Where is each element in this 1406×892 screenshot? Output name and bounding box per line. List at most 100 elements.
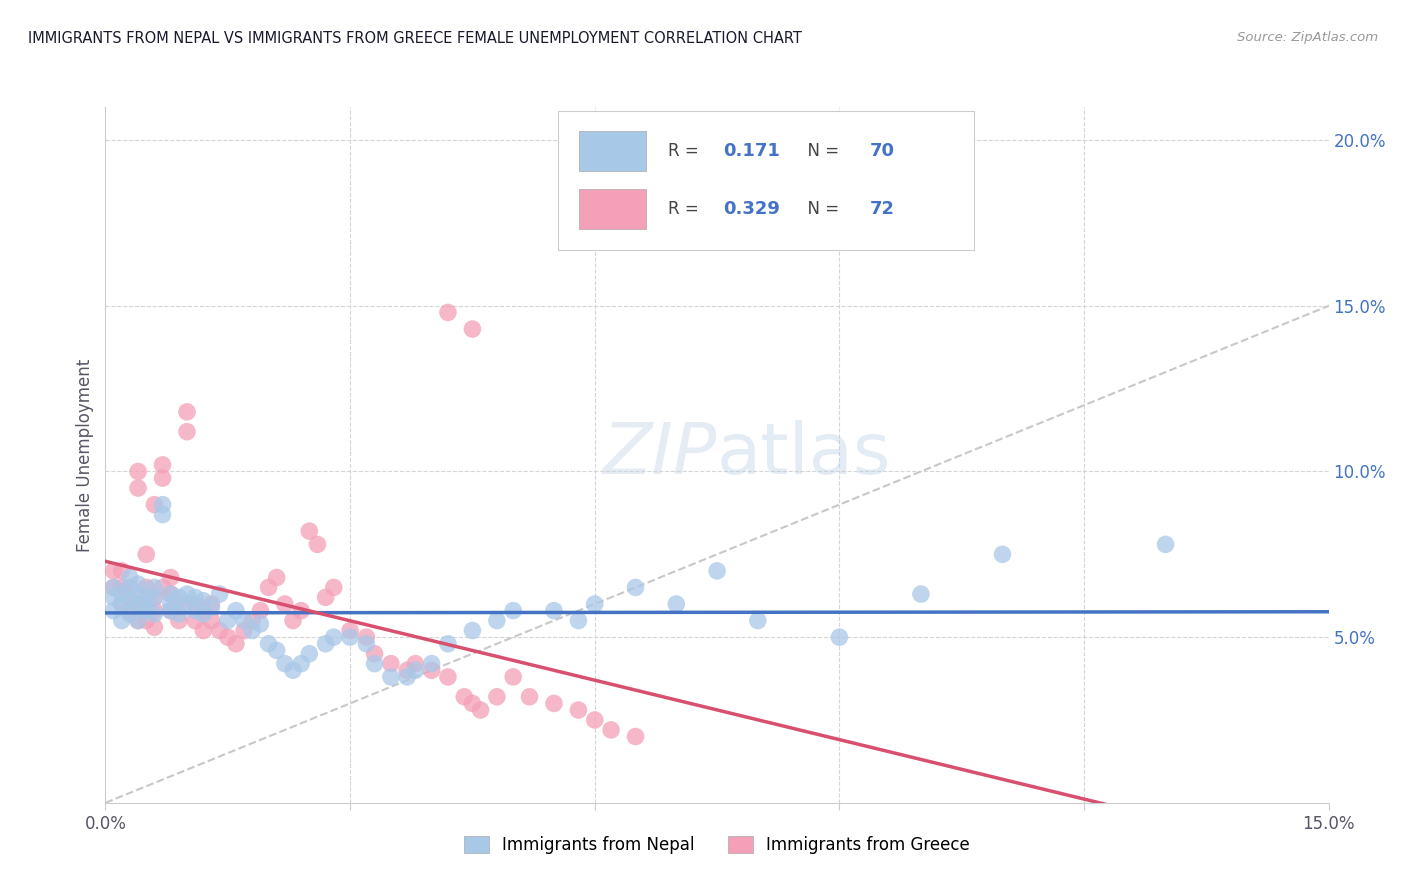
Point: [135, 604, 157, 618]
Point: [152, 581, 174, 595]
Point: [315, 637, 337, 651]
Point: [910, 587, 932, 601]
Point: [118, 581, 141, 595]
Point: [706, 564, 728, 578]
Point: [257, 581, 280, 595]
Point: [208, 624, 231, 638]
Point: [176, 587, 198, 601]
Point: [217, 614, 239, 628]
Point: [135, 597, 157, 611]
Point: [339, 624, 361, 638]
Point: [257, 637, 280, 651]
FancyBboxPatch shape: [558, 111, 974, 250]
Point: [420, 657, 443, 671]
Point: [111, 587, 134, 601]
Point: [176, 425, 198, 439]
Point: [167, 614, 190, 628]
Point: [127, 587, 149, 601]
Point: [118, 607, 141, 621]
Point: [143, 498, 166, 512]
Point: [159, 587, 181, 601]
Point: [233, 614, 256, 628]
Point: [143, 591, 166, 605]
Point: [461, 322, 484, 336]
Point: [828, 630, 851, 644]
Point: [315, 591, 337, 605]
Point: [200, 614, 222, 628]
Point: [543, 697, 565, 711]
Text: ZIP: ZIP: [603, 420, 717, 490]
Point: [240, 614, 263, 628]
Point: [233, 624, 256, 638]
Point: [103, 604, 125, 618]
Point: [143, 620, 166, 634]
Point: [404, 657, 426, 671]
Point: [103, 564, 125, 578]
Point: [118, 591, 141, 605]
Point: [600, 723, 623, 737]
Point: [167, 591, 190, 605]
Point: [461, 624, 484, 638]
Point: [135, 547, 157, 561]
Point: [193, 607, 215, 621]
Point: [396, 663, 419, 677]
Point: [159, 570, 181, 584]
Point: [193, 624, 215, 638]
Point: [461, 697, 484, 711]
Point: [184, 614, 207, 628]
Point: [322, 630, 344, 644]
Point: [307, 537, 329, 551]
Point: [1154, 537, 1177, 551]
Text: N =: N =: [797, 200, 844, 219]
Point: [118, 581, 141, 595]
Point: [184, 597, 207, 611]
Point: [502, 670, 524, 684]
Point: [143, 591, 166, 605]
Point: [152, 508, 174, 522]
Point: [111, 597, 134, 611]
Point: [127, 597, 149, 611]
Point: [322, 581, 344, 595]
Point: [225, 604, 247, 618]
Point: [470, 703, 492, 717]
Point: [298, 647, 321, 661]
Point: [159, 604, 181, 618]
Point: [159, 587, 181, 601]
Point: [298, 524, 321, 538]
Point: [127, 577, 149, 591]
Point: [127, 481, 149, 495]
Point: [143, 581, 166, 595]
Point: [274, 657, 297, 671]
Text: 0.329: 0.329: [723, 200, 780, 219]
Point: [176, 597, 198, 611]
Point: [118, 570, 141, 584]
Point: [135, 581, 157, 595]
Bar: [579, 189, 647, 229]
Point: [747, 614, 769, 628]
Text: IMMIGRANTS FROM NEPAL VS IMMIGRANTS FROM GREECE FEMALE UNEMPLOYMENT CORRELATION : IMMIGRANTS FROM NEPAL VS IMMIGRANTS FROM…: [28, 31, 801, 46]
Point: [266, 643, 288, 657]
Point: [143, 607, 166, 621]
Point: [111, 614, 134, 628]
Point: [159, 597, 181, 611]
Point: [111, 581, 134, 595]
Point: [404, 663, 426, 677]
Point: [519, 690, 541, 704]
Point: [583, 597, 606, 611]
Point: [485, 690, 508, 704]
Text: Source: ZipAtlas.com: Source: ZipAtlas.com: [1237, 31, 1378, 45]
Point: [135, 614, 157, 628]
Point: [281, 663, 304, 677]
Point: [127, 465, 149, 479]
Point: [290, 657, 312, 671]
Text: 0.171: 0.171: [723, 142, 780, 160]
Point: [249, 604, 271, 618]
Point: [193, 593, 215, 607]
Point: [127, 614, 149, 628]
Point: [380, 657, 402, 671]
Text: 72: 72: [870, 200, 896, 219]
Point: [356, 637, 378, 651]
Point: [281, 614, 304, 628]
Point: [176, 405, 198, 419]
Point: [193, 604, 215, 618]
